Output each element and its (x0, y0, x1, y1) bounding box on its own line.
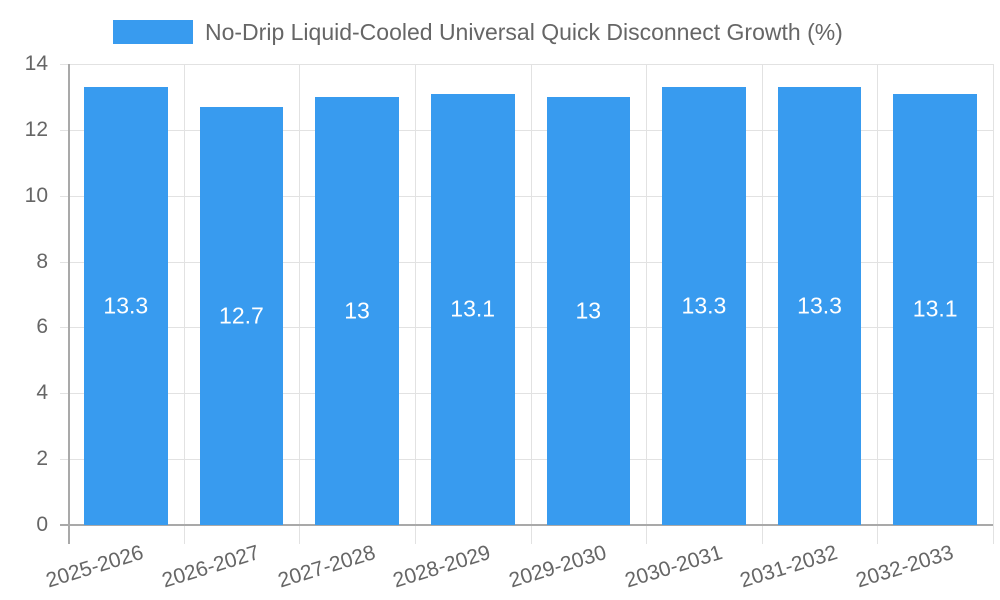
x-tick-label: 2026-2027 (159, 541, 263, 593)
bar-value-label: 13 (344, 297, 370, 324)
gridline-horizontal (60, 393, 993, 394)
bar-value-label: 13.3 (797, 292, 842, 319)
gridline-vertical (299, 64, 300, 544)
gridline-horizontal (60, 196, 993, 197)
gridline-horizontal (60, 262, 993, 263)
gridline-vertical (531, 64, 532, 544)
y-tick-label: 6 (36, 315, 48, 339)
bar-value-label: 13.1 (912, 295, 958, 322)
y-tick-label: 8 (36, 249, 48, 273)
bar-value-label: 13 (575, 297, 602, 324)
x-tick-label: 2029-2030 (506, 541, 610, 593)
gridline-vertical (646, 64, 647, 544)
y-tick-label: 14 (24, 52, 48, 75)
y-axis (68, 64, 70, 544)
bar-2032-2033[interactable]: 13.1 (893, 93, 977, 525)
y-tick-label: 12 (24, 117, 48, 141)
x-axis (60, 524, 993, 526)
x-tick-label: 2030-2031 (621, 541, 725, 593)
gridline-vertical (184, 64, 185, 544)
x-tick-label: 2025-2026 (43, 541, 147, 593)
gridline-vertical (762, 64, 763, 544)
bar-2025-2026[interactable]: 13.3 (84, 87, 168, 525)
chart-legend[interactable]: No-Drip Liquid-Cooled Universal Quick Di… (113, 19, 843, 45)
bar-2031-2032[interactable]: 13.3 (777, 87, 862, 525)
legend-swatch (113, 20, 193, 44)
y-tick-label: 0 (36, 513, 48, 536)
bar-2027-2028[interactable]: 13 (315, 96, 399, 525)
bar-2026-2027[interactable]: 12.7 (199, 106, 284, 525)
bar-value-label: 12.7 (219, 302, 264, 329)
bar-value-label: 13.3 (681, 292, 727, 319)
gridline-vertical (415, 64, 416, 544)
bar-value-label: 13.3 (103, 292, 149, 319)
bar-2030-2031[interactable]: 13.3 (662, 87, 746, 525)
bar-value-label: 13.1 (450, 295, 496, 322)
x-tick-label: 2028-2029 (390, 541, 494, 593)
y-tick-label: 2 (36, 447, 48, 471)
bar-2029-2030[interactable]: 13 (546, 96, 631, 525)
gridline-horizontal (60, 327, 993, 328)
gridline-horizontal (60, 64, 993, 65)
x-tick-label: 2031-2032 (737, 541, 841, 593)
gridline-horizontal (60, 130, 993, 131)
gridline-vertical (877, 64, 878, 544)
y-tick-label: 4 (36, 381, 48, 405)
gridline-horizontal (60, 459, 993, 460)
x-tick-label: 2027-2028 (275, 541, 378, 593)
legend-label: No-Drip Liquid-Cooled Universal Quick Di… (205, 18, 843, 45)
gridline-vertical (993, 64, 994, 544)
y-tick-label: 10 (24, 183, 48, 207)
x-tick-label: 2032-2033 (853, 541, 956, 593)
bar-2028-2029[interactable]: 13.1 (430, 93, 515, 525)
